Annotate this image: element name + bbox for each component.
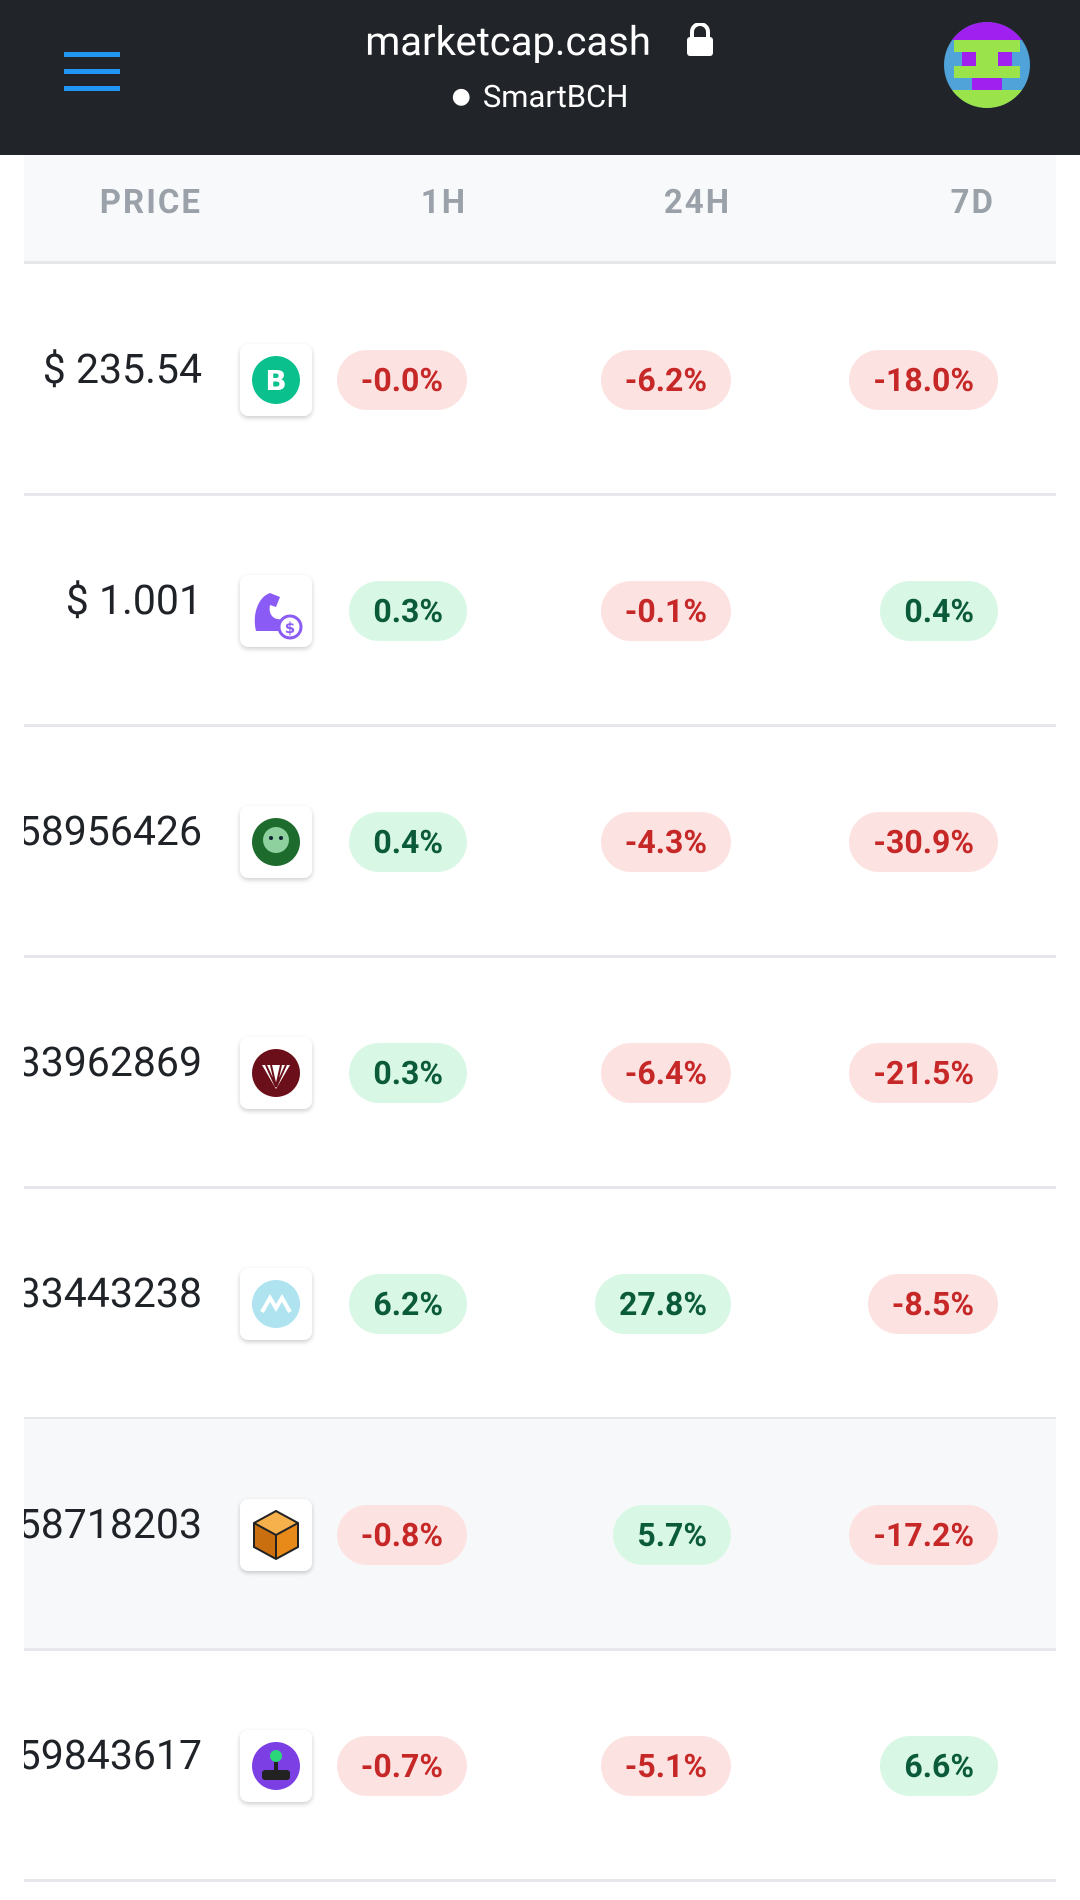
token-row[interactable]: 58956426 0.4% -4.3% -30.9% [24,726,1056,958]
change-badge: 6.2% [349,1274,467,1334]
lock-icon [686,22,713,56]
price: 58956426 [24,808,202,856]
token-icon [240,1037,312,1109]
change-badge: -17.2% [849,1505,998,1565]
token-row[interactable]: 58718203 -0.8% 5.7% -17.2% [24,1419,1056,1651]
token-icon [240,1499,312,1571]
table-header: PRICE 1H 24H 7D [24,155,1056,264]
token-row[interactable]: $ 235.54 B -0.0% -6.2% -18.0% [24,264,1056,496]
token-icon [240,806,312,878]
price: $ 235.54 [42,346,202,394]
svg-text:$: $ [285,619,295,637]
price: 59843617 [24,1732,202,1780]
top-bar: marketcap.cash ● SmartBCH [0,0,1080,155]
change-badge: -30.9% [849,812,998,872]
price: 33962869 [24,1039,202,1087]
token-row[interactable]: 33443238 6.2% 27.8% -8.5% [24,1188,1056,1420]
change-badge: -6.4% [600,1043,731,1103]
change-badge: -0.7% [336,1736,467,1796]
token-icon: $ [240,575,312,647]
token-table: PRICE 1H 24H 7D $ 235.54 B -0.0% -6.2% -18.0% $ … [24,155,1056,1900]
change-badge: -4.3% [600,812,731,872]
change-badge: 0.3% [349,1043,467,1103]
svg-text:B: B [265,364,286,397]
column-header[interactable]: 1H [420,183,467,222]
price: 33443238 [24,1270,202,1318]
change-badge: 6.6% [880,1736,998,1796]
network[interactable]: ● SmartBCH [451,78,629,115]
price: 58718203 [24,1501,202,1549]
network-name: SmartBCH [482,78,629,115]
token-row[interactable]: 59843617 -0.7% -5.1% 6.6% [24,1650,1056,1882]
change-badge: -6.2% [600,350,731,410]
change-badge: 27.8% [594,1274,731,1334]
change-badge: -0.8% [336,1505,467,1565]
change-badge: -8.5% [867,1274,998,1334]
column-header[interactable]: PRICE [99,183,202,222]
token-row[interactable]: $ 1.001 $0.3% -0.1% 0.4% [24,495,1056,727]
change-badge: -21.5% [849,1043,998,1103]
change-badge: 5.7% [613,1505,731,1565]
change-badge: -5.1% [600,1736,731,1796]
avatar[interactable] [944,22,1030,108]
token-icon [240,1730,312,1802]
change-badge: -18.0% [849,350,998,410]
price: $ 1.001 [65,577,202,625]
token-icon [240,1268,312,1340]
change-badge: 0.4% [349,812,467,872]
token-row[interactable]: 33962869 0.3% -6.4% -21.5% [24,957,1056,1189]
site-title: marketcap.cash [0,18,1080,65]
token-icon: B [240,344,312,416]
change-badge: 0.3% [349,581,467,641]
site-name: marketcap.cash [365,18,651,65]
change-badge: -0.0% [336,350,467,410]
change-badge: -0.1% [600,581,731,641]
column-header[interactable]: 24H [663,183,731,222]
menu-button[interactable] [64,52,120,92]
change-badge: 0.4% [880,581,998,641]
column-header[interactable]: 7D [950,183,995,222]
